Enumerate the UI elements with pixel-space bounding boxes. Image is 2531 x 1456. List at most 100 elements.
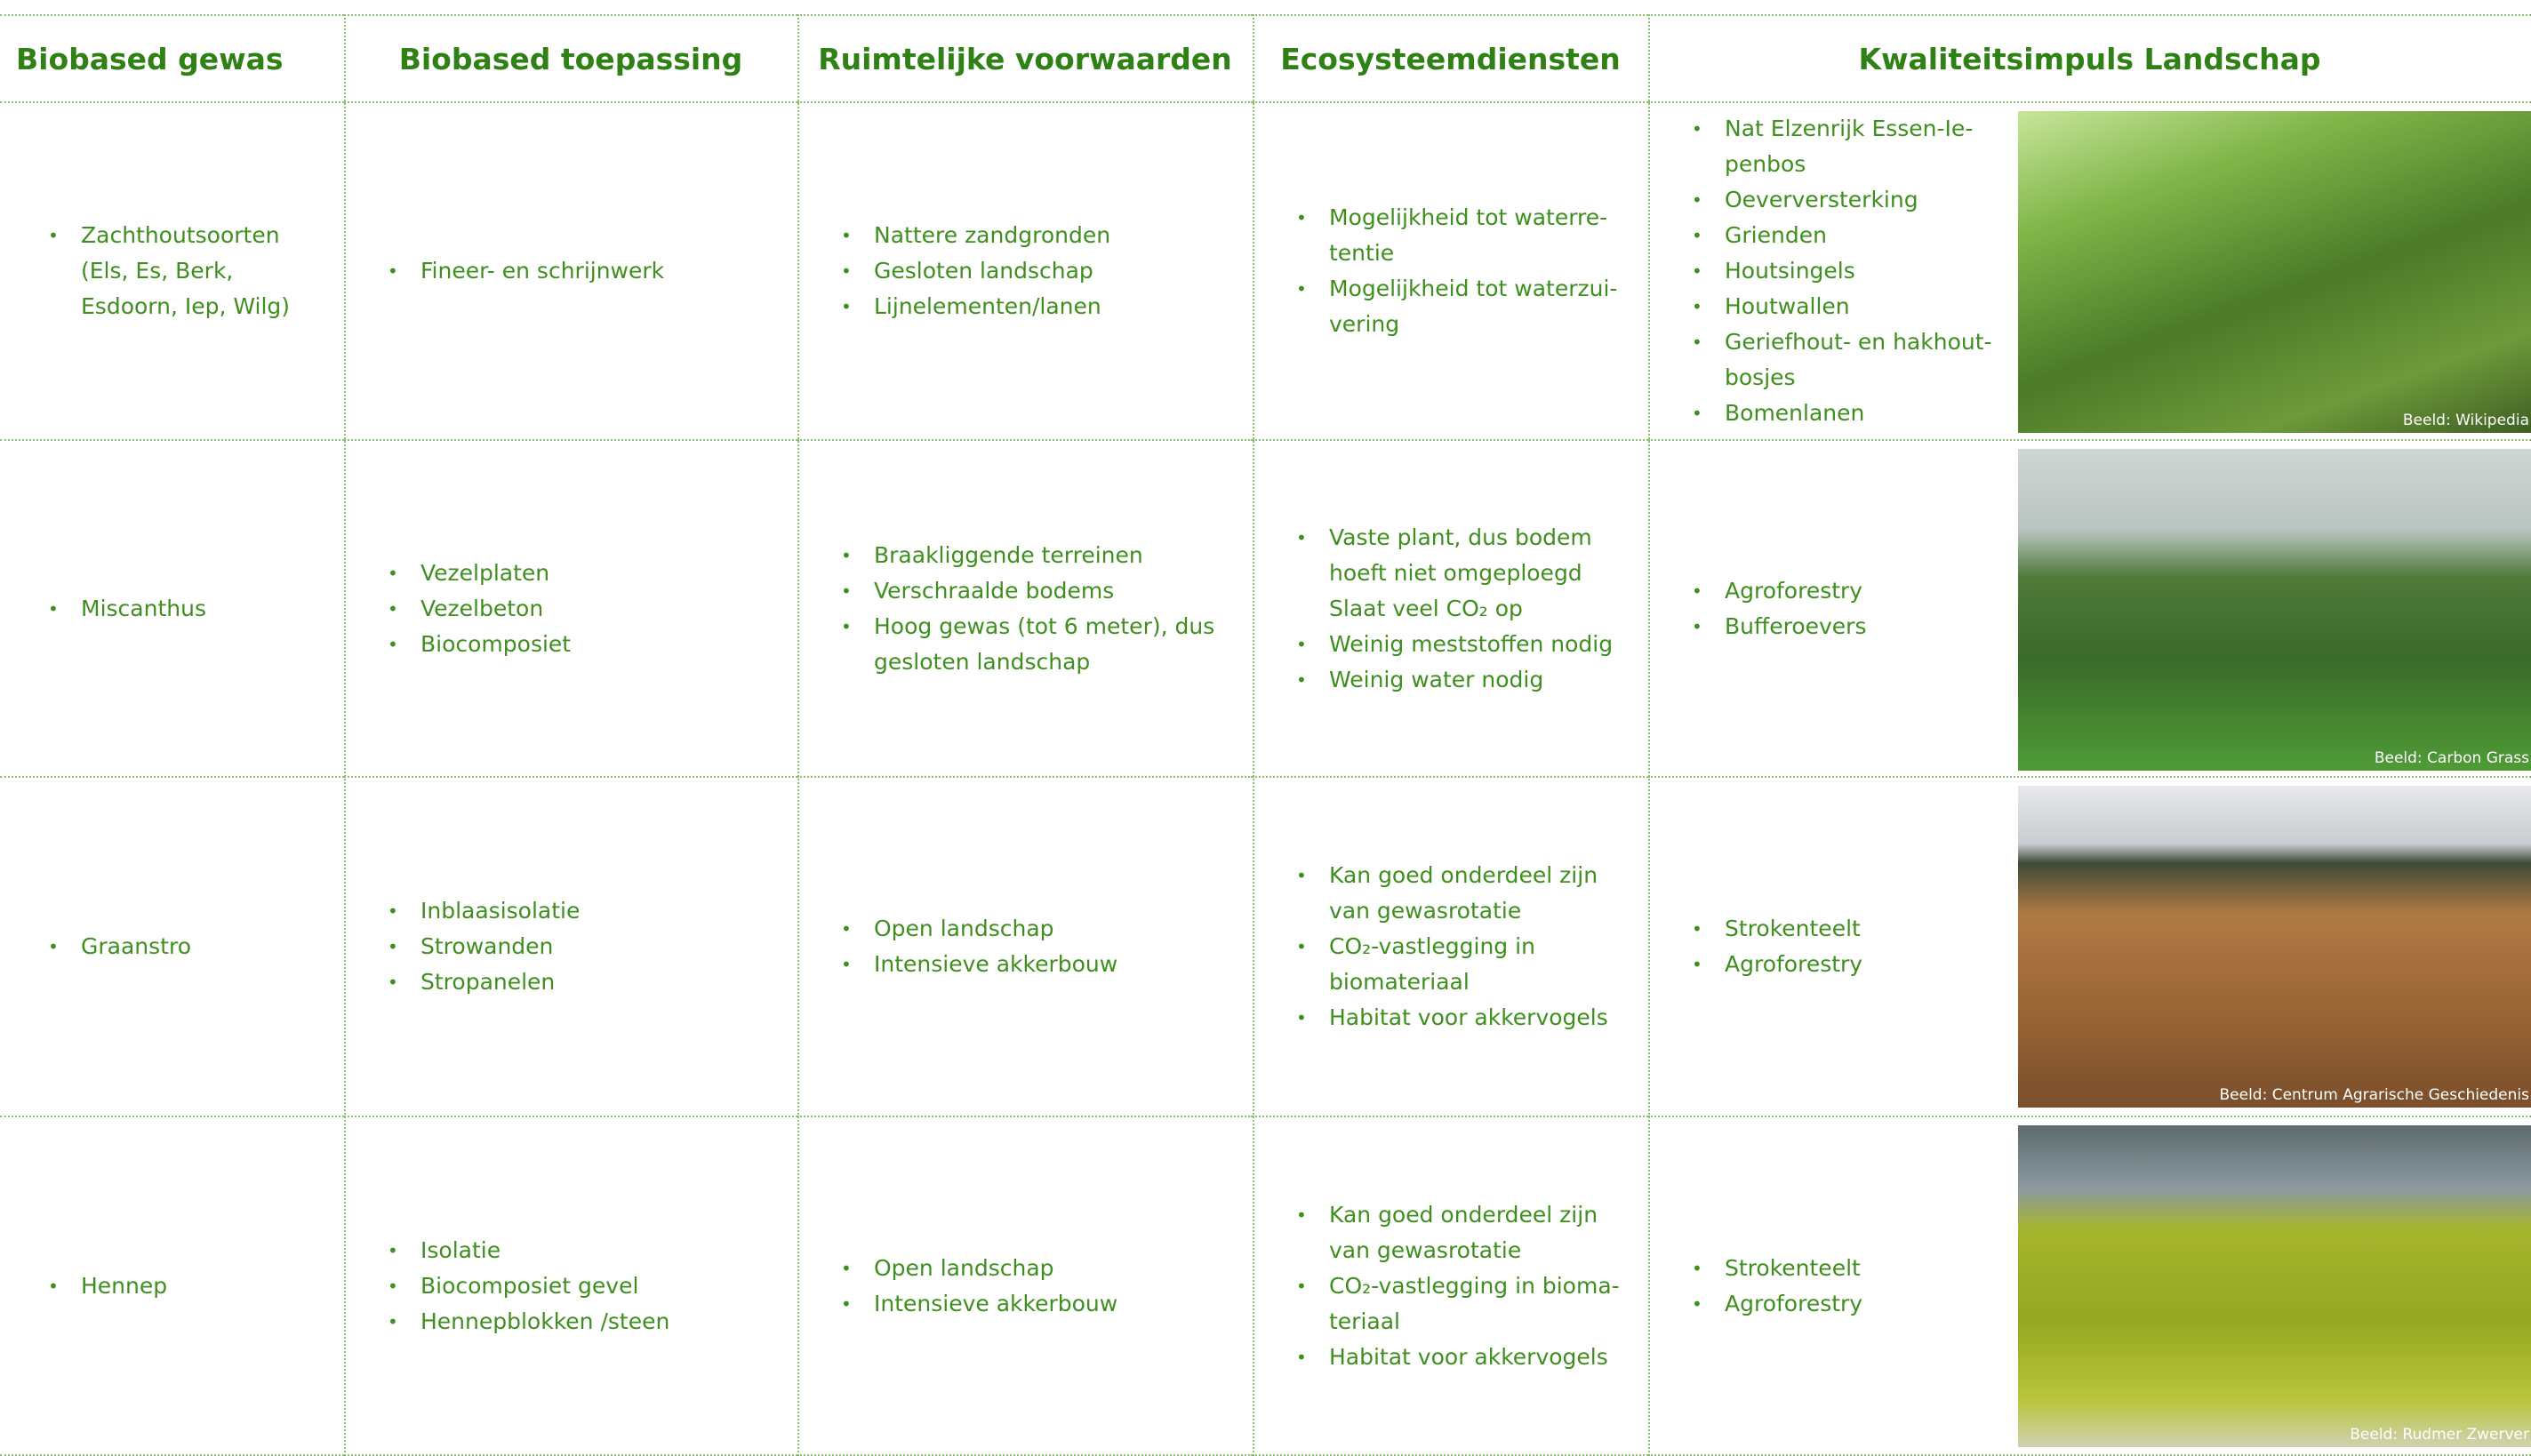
table-cell: Fineer- en schrijnwerk xyxy=(344,103,797,441)
bullet-list: IsolatieBiocomposiet gevelHennepblokken … xyxy=(388,1233,669,1340)
photo: Beeld: Centrum Agrarische Geschiedenis xyxy=(2018,786,2531,1108)
list-item: Oeverversterking xyxy=(1692,182,1998,218)
list-item: Kan goed onderdeel zijn van gewasrotatie xyxy=(1296,858,1630,929)
list-item: Hennep xyxy=(48,1268,167,1304)
table-cell: AgroforestryBufferoevers Beeld: Carbon Gr… xyxy=(1648,441,2531,778)
table-cell: Kan goed onderdeel zijn van gewasrotatie… xyxy=(1253,778,1648,1117)
table-cell: Kan goed onderdeel zijn van gewasrotatie… xyxy=(1253,1117,1648,1456)
image-credit: Beeld: Centrum Agrarische Geschiedenis xyxy=(2219,1086,2530,1104)
list-item: CO₂-vastlegging in biomateriaal xyxy=(1296,929,1630,1000)
list-item: Weinig meststoffen nodig xyxy=(1296,627,1630,662)
list-item: Agroforestry xyxy=(1692,947,1862,982)
list-item: Bufferoevers xyxy=(1692,609,1867,644)
list-item: Open landschap xyxy=(841,911,1117,947)
list-item: Intensieve akkerbouw xyxy=(841,1286,1117,1322)
list-item: Agroforestry xyxy=(1692,573,1867,609)
list-item: Intensieve akkerbouw xyxy=(841,947,1117,982)
list-item: Open landschap xyxy=(841,1251,1117,1286)
table-cell: Open landschapIntensieve akkerbouw xyxy=(797,778,1253,1117)
list-item: CO₂-vastlegging in bioma­teriaal xyxy=(1296,1268,1630,1340)
list-item: Fineer- en schrijnwerk xyxy=(388,253,664,289)
table-cell: Open landschapIntensieve akkerbouw xyxy=(797,1117,1253,1456)
table-cell: StrokenteeltAgroforestry Beeld: Centrum A… xyxy=(1648,778,2531,1117)
bullet-list: Braakliggende terreinenVerschraalde bode… xyxy=(841,538,1235,680)
list-item: Inblaasisolatie xyxy=(388,893,580,929)
image-credit: Beeld: Rudmer Zwerver xyxy=(2350,1426,2529,1444)
list-item: Habitat voor akkervogels xyxy=(1296,1000,1630,1036)
list-item: Vezelplaten xyxy=(388,556,571,591)
list-item: Lijnelementen/lanen xyxy=(841,289,1110,324)
bullet-list: Open landschapIntensieve akkerbouw xyxy=(841,1251,1117,1322)
list-item: Nat Elzenrijk Essen-Ie­penbos xyxy=(1692,111,1998,182)
bullet-list: Graanstro xyxy=(48,929,191,964)
table-cell: VezelplatenVezelbetonBiocomposiet xyxy=(344,441,797,778)
list-item: Isolatie xyxy=(388,1233,669,1268)
list-item: Gesloten landschap xyxy=(841,253,1110,289)
column-header: Ruimtelijke voorwaarden xyxy=(797,14,1253,103)
column-divider xyxy=(1648,14,1650,1456)
list-item: Biocomposiet gevel xyxy=(388,1268,669,1304)
image-credit: Beeld: Wikipedia xyxy=(2402,412,2529,429)
list-item: Houtwallen xyxy=(1692,289,1998,324)
bullet-list: Nat Elzenrijk Essen-Ie­penbosOeververste… xyxy=(1692,111,1998,431)
list-item: Bomenlanen xyxy=(1692,396,1998,431)
list-item: Grienden xyxy=(1692,218,1998,253)
table-cell: Mogelijkheid tot waterre­tentieMogelijkh… xyxy=(1253,103,1648,441)
table-cell: Graanstro xyxy=(0,778,344,1117)
bullet-list: InblaasisolatieStrowandenStropanelen xyxy=(388,893,580,1000)
list-item: Nattere zandgronden xyxy=(841,218,1110,253)
image-credit: Beeld: Carbon Grass xyxy=(2374,749,2529,767)
column-divider xyxy=(344,14,346,1456)
list-item: Zachthoutsoorten (Els, Es, Berk, Esdoorn… xyxy=(48,218,326,324)
table-cell: StrokenteeltAgroforestry Beeld: Rudmer Zw… xyxy=(1648,1117,2531,1456)
list-item: Miscanthus xyxy=(48,591,206,627)
photo: Beeld: Wikipedia xyxy=(2018,111,2531,433)
list-item: Graanstro xyxy=(48,929,191,964)
table-cell: IsolatieBiocomposiet gevelHennepblokken … xyxy=(344,1117,797,1456)
column-header: Ecosysteemdiensten xyxy=(1253,14,1648,103)
bullet-list: Vaste plant, dus bodem hoeft niet omgepl… xyxy=(1296,520,1630,698)
column-header: Biobased toepassing xyxy=(344,14,797,103)
list-item: Mogelijkheid tot waterre­tentie xyxy=(1296,200,1630,271)
list-item: Braakliggende terreinen xyxy=(841,538,1235,573)
photo: Beeld: Rudmer Zwerver xyxy=(2018,1125,2531,1447)
bullet-list: Zachthoutsoorten (Els, Es, Berk, Esdoorn… xyxy=(48,218,326,324)
bullet-list: Mogelijkheid tot waterre­tentieMogelijkh… xyxy=(1296,200,1630,342)
list-item: Strowanden xyxy=(388,929,580,964)
bullet-list: Nattere zandgrondenGesloten landschapLij… xyxy=(841,218,1110,324)
table-cell: Vaste plant, dus bodem hoeft niet omgepl… xyxy=(1253,441,1648,778)
table-cell: Nattere zandgrondenGesloten landschapLij… xyxy=(797,103,1253,441)
list-item: Houtsingels xyxy=(1692,253,1998,289)
bullet-list: Kan goed onderdeel zijn van gewasrotatie… xyxy=(1296,1197,1630,1375)
list-item: Habitat voor akkervogels xyxy=(1296,1340,1630,1375)
list-item: Hennepblokken /steen xyxy=(388,1304,669,1340)
list-item: Vezelbeton xyxy=(388,591,571,627)
bullet-list: Miscanthus xyxy=(48,591,206,627)
column-divider xyxy=(797,14,799,1456)
list-item: Weinig water nodig xyxy=(1296,662,1630,698)
table-cell: Nat Elzenrijk Essen-Ie­penbosOeververste… xyxy=(1648,103,2531,441)
table-cell: InblaasisolatieStrowandenStropanelen xyxy=(344,778,797,1117)
list-item: Biocomposiet xyxy=(388,627,571,662)
table-cell: Zachthoutsoorten (Els, Es, Berk, Esdoorn… xyxy=(0,103,344,441)
table-cell: Braakliggende terreinenVerschraalde bode… xyxy=(797,441,1253,778)
bullet-list: StrokenteeltAgroforestry xyxy=(1692,1251,1862,1322)
list-item: Mogelijkheid tot waterzui­vering xyxy=(1296,271,1630,342)
photo: Beeld: Carbon Grass xyxy=(2018,449,2531,771)
list-item: Stropanelen xyxy=(388,964,580,1000)
bullet-list: Hennep xyxy=(48,1268,167,1304)
list-item: Hoog gewas (tot 6 meter), dus gesloten l… xyxy=(841,609,1235,680)
list-item: Geriefhout- en hakhout­bosjes xyxy=(1692,324,1998,396)
bullet-list: Kan goed onderdeel zijn van gewasrotatie… xyxy=(1296,858,1630,1036)
list-item: Vaste plant, dus bodem hoeft niet omgepl… xyxy=(1296,520,1630,627)
column-header: Kwaliteitsimpuls Landschap xyxy=(1648,14,2531,103)
bullet-list: Open landschapIntensieve akkerbouw xyxy=(841,911,1117,982)
list-item: Verschraalde bodems xyxy=(841,573,1235,609)
bullet-list: VezelplatenVezelbetonBiocomposiet xyxy=(388,556,571,662)
list-item: Strokenteelt xyxy=(1692,1251,1862,1286)
bullet-list: StrokenteeltAgroforestry xyxy=(1692,911,1862,982)
table-cell: Hennep xyxy=(0,1117,344,1456)
table-cell: Miscanthus xyxy=(0,441,344,778)
bullet-list: AgroforestryBufferoevers xyxy=(1692,573,1867,644)
